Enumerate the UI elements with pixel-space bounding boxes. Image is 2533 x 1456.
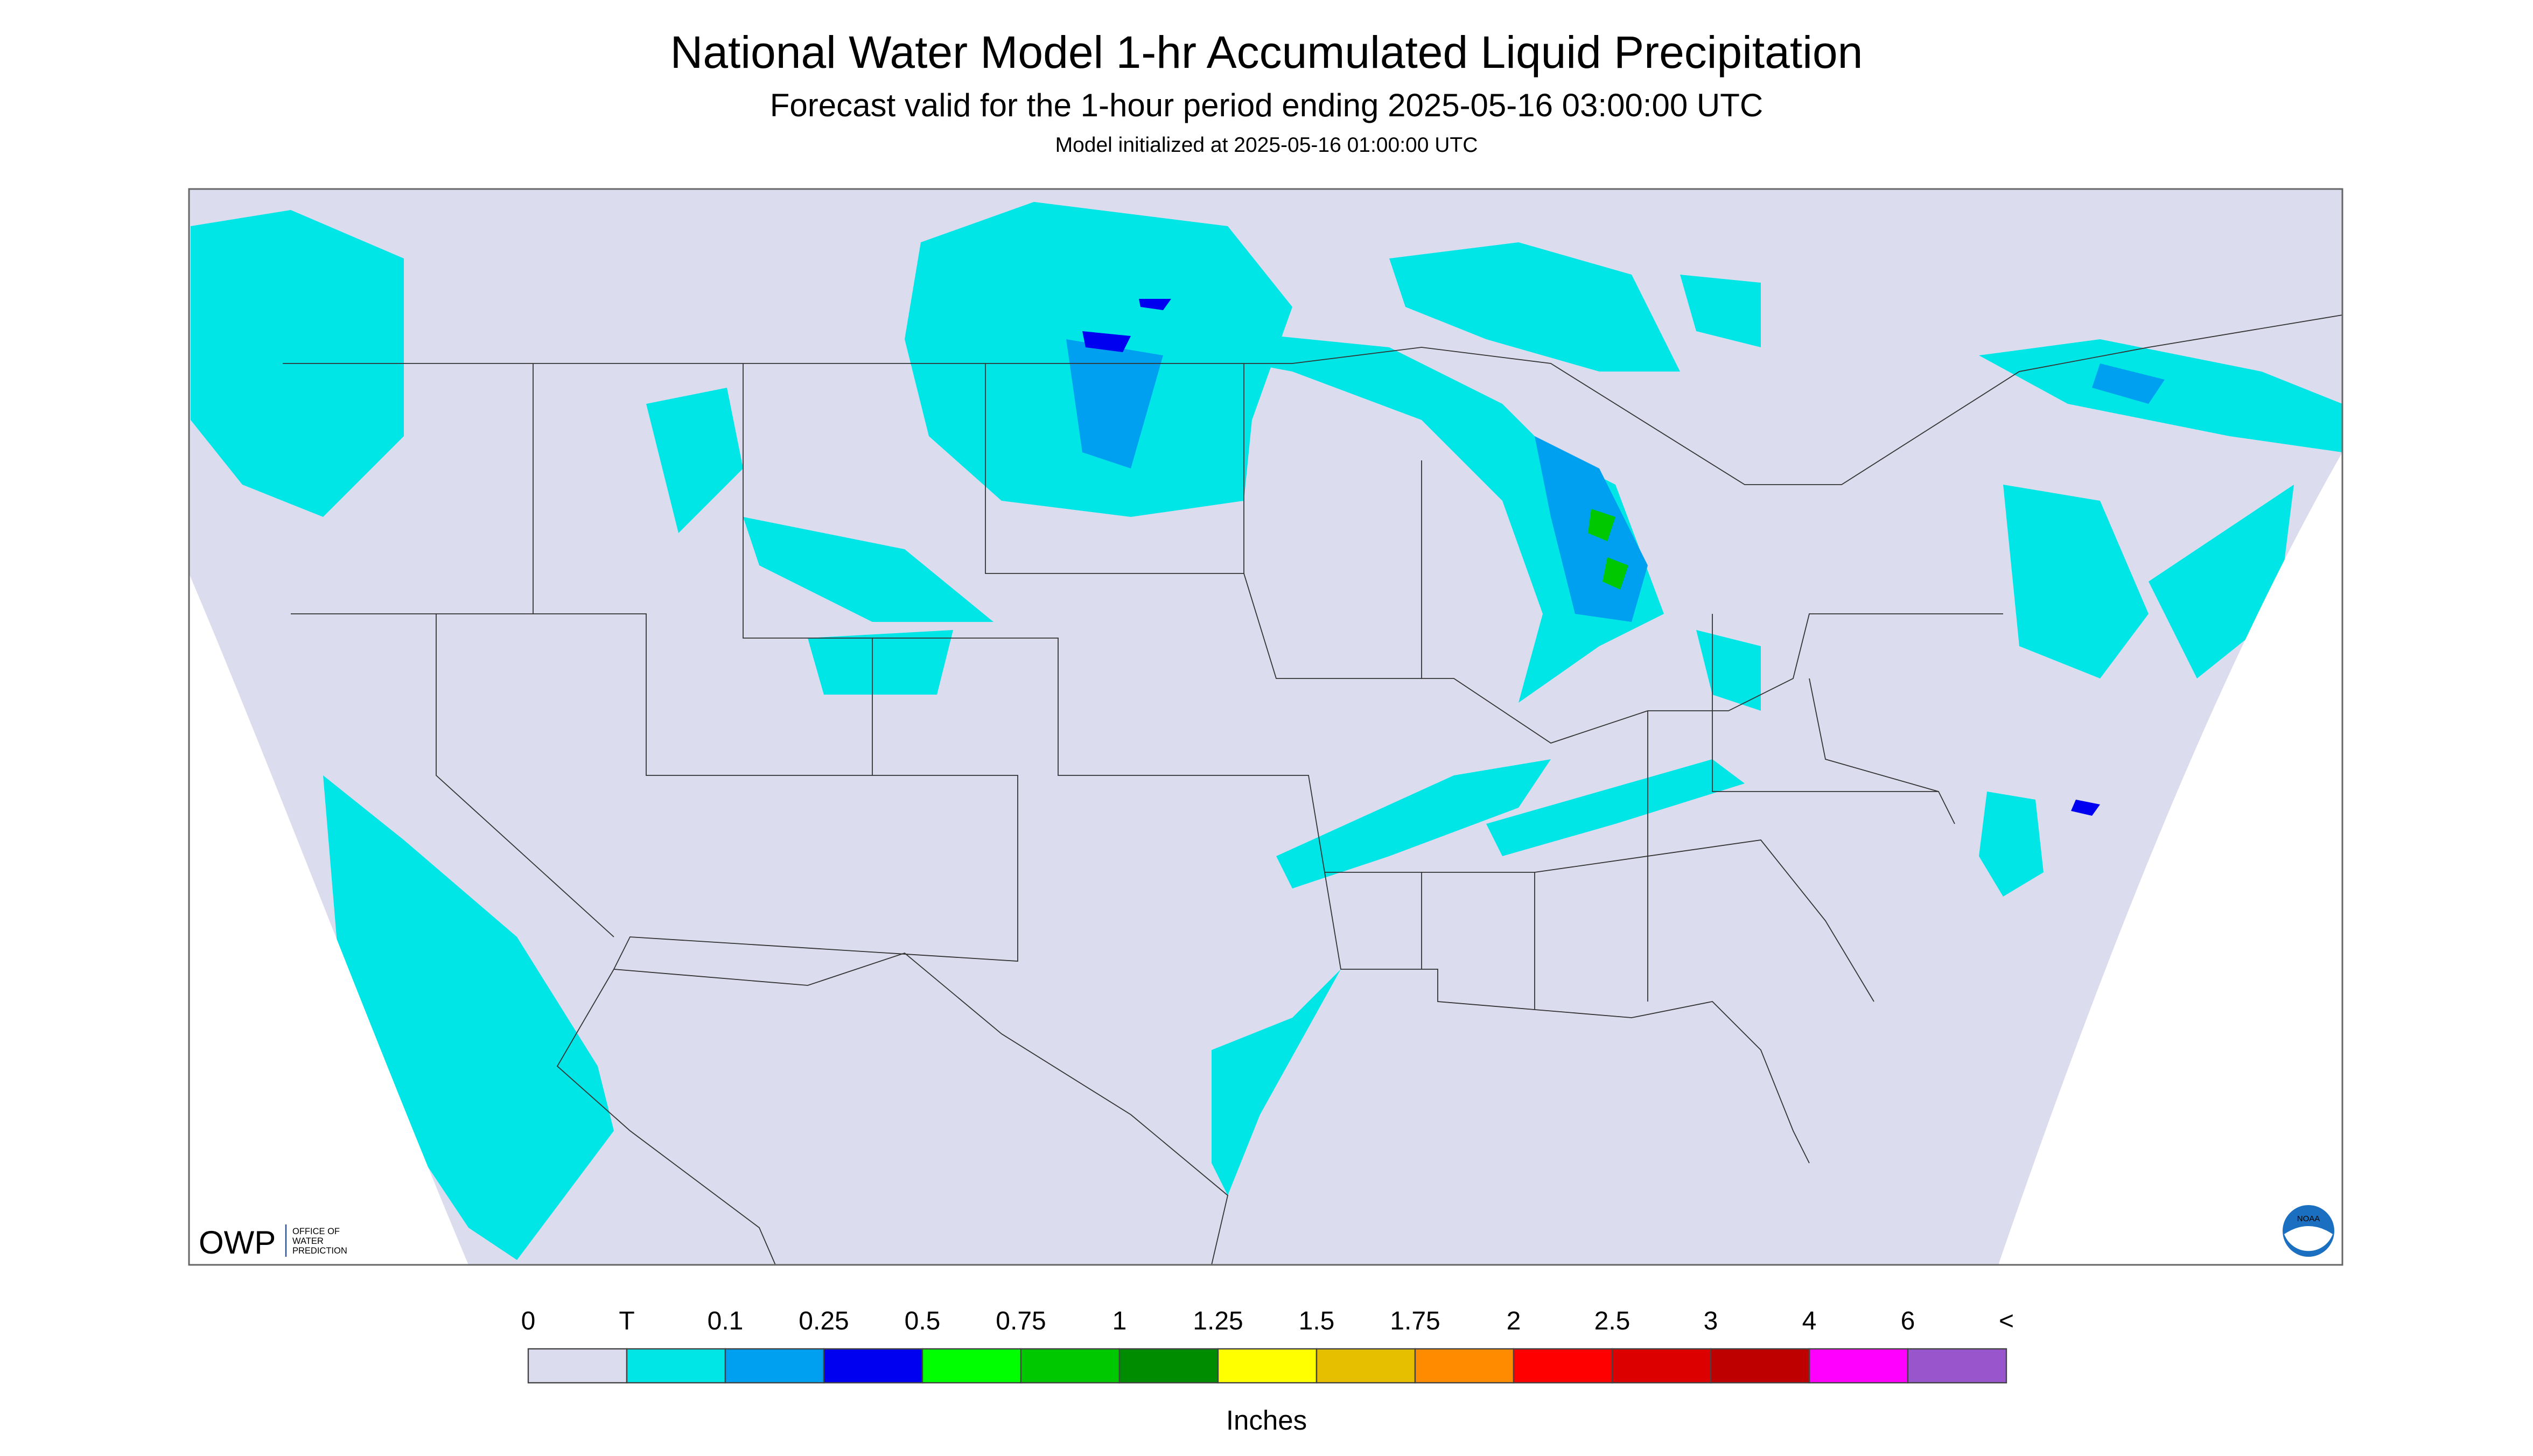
legend-swatch bbox=[921, 1348, 1022, 1384]
boundaries bbox=[283, 314, 2343, 1265]
legend-label: 0.5 bbox=[905, 1307, 941, 1335]
legend-label: 0.75 bbox=[996, 1307, 1046, 1335]
legend-label: 0.1 bbox=[708, 1307, 744, 1335]
legend-label: 1 bbox=[1112, 1307, 1127, 1335]
title: National Water Model 1-hr Accumulated Li… bbox=[670, 27, 1863, 78]
legend-swatch bbox=[823, 1348, 923, 1384]
legend-swatch bbox=[1217, 1348, 1318, 1384]
outside-domain-right bbox=[1998, 452, 2342, 1265]
noaa-logo-text: NOAA bbox=[2297, 1214, 2320, 1223]
legend-label: 2.5 bbox=[1594, 1307, 1631, 1335]
precip-heavy bbox=[1082, 299, 2100, 816]
outside-domain-left bbox=[189, 189, 468, 1265]
owp-logo-line: OFFICE OF bbox=[292, 1227, 340, 1236]
owp-logo-line: WATER bbox=[292, 1236, 324, 1246]
precip-core bbox=[1588, 509, 1628, 590]
legend-swatch bbox=[1710, 1348, 1810, 1384]
owp-logo-line: PREDICTION bbox=[292, 1246, 347, 1256]
legend-swatch bbox=[1414, 1348, 1515, 1384]
owp-logo: OWP bbox=[199, 1224, 276, 1261]
legend-swatch bbox=[1611, 1348, 1712, 1384]
legend-label: 6 bbox=[1901, 1307, 1915, 1335]
legend-label: < bbox=[1999, 1307, 2014, 1335]
noaa-logo-wave bbox=[2284, 1226, 2333, 1251]
legend-label: 1.75 bbox=[1390, 1307, 1440, 1335]
legend-swatch bbox=[724, 1348, 825, 1384]
legend-swatch bbox=[1808, 1348, 1909, 1384]
legend-label: 1.5 bbox=[1299, 1307, 1335, 1335]
legend-swatch bbox=[1513, 1348, 1613, 1384]
legend-label: 0 bbox=[521, 1307, 536, 1335]
legend-swatch bbox=[1316, 1348, 1416, 1384]
legend-label: 2 bbox=[1507, 1307, 1521, 1335]
precip-areas bbox=[191, 202, 2342, 1261]
legend-label: 0.25 bbox=[799, 1307, 849, 1335]
legend-swatch bbox=[1118, 1348, 1219, 1384]
legend-unit: Inches bbox=[1226, 1405, 1307, 1436]
legend-label: 3 bbox=[1704, 1307, 1718, 1335]
init-note: Model initialized at 2025-05-16 01:00:00… bbox=[1055, 134, 1478, 157]
legend-swatch bbox=[1907, 1348, 2007, 1384]
legend-label: T bbox=[619, 1307, 634, 1335]
legend-swatch bbox=[527, 1348, 628, 1384]
map-frame bbox=[188, 188, 2343, 1266]
legend: 0 T 0.1 0.25 0.5 0.75 1 1.25 1.5 1.75 2 2.5 3 4 6 < bbox=[521, 1307, 2014, 1384]
legend-label: 1.25 bbox=[1193, 1307, 1243, 1335]
legend-label: 4 bbox=[1802, 1307, 1817, 1335]
subtitle: Forecast valid for the 1-hour period end… bbox=[770, 87, 1763, 123]
legend-swatch bbox=[626, 1348, 726, 1384]
legend-swatch bbox=[1020, 1348, 1121, 1384]
